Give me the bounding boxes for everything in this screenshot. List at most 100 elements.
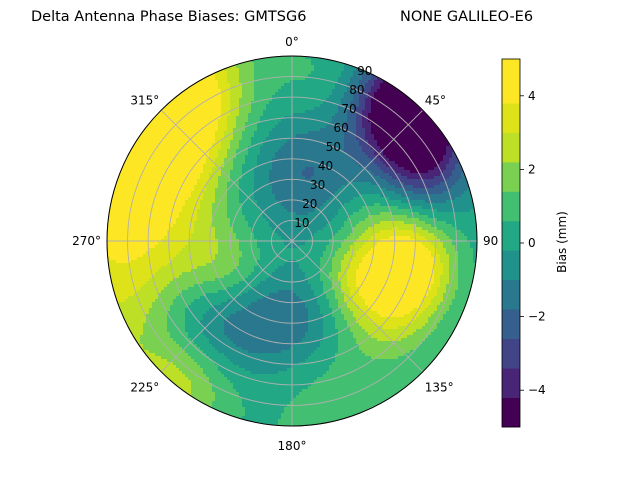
contour-cell [374, 176, 378, 180]
contour-cell [185, 158, 189, 162]
contour-cell [218, 194, 222, 198]
contour-cell [212, 188, 216, 192]
contour-cell [353, 185, 357, 189]
contour-cell [347, 98, 351, 102]
contour-cell [191, 119, 195, 123]
contour-cell [287, 65, 291, 69]
contour-cell [299, 86, 303, 90]
contour-cell [422, 194, 426, 198]
contour-cell [320, 68, 324, 72]
contour-cell [245, 92, 249, 96]
contour-cell [230, 143, 234, 147]
contour-cell [401, 191, 405, 195]
contour-cell [428, 173, 432, 177]
contour-cell [203, 119, 207, 123]
contour-cell [326, 62, 330, 66]
contour-cell [248, 86, 252, 90]
contour-cell [323, 122, 327, 126]
contour-cell [173, 161, 177, 165]
contour-cell [320, 131, 324, 135]
contour-cell [227, 107, 231, 111]
contour-cell [326, 65, 330, 69]
contour-cell [326, 104, 330, 108]
contour-cell [158, 191, 162, 195]
contour-cell [413, 200, 417, 204]
contour-cell [272, 56, 276, 60]
contour-cell [356, 107, 360, 111]
contour-cell [128, 191, 132, 195]
contour-cell [407, 134, 411, 138]
contour-cell [407, 140, 411, 144]
contour-cell [203, 122, 207, 126]
contour-cell [239, 74, 243, 78]
contour-cell [278, 188, 282, 192]
contour-cell [134, 146, 138, 150]
contour-cell [284, 203, 288, 207]
contour-cell [317, 167, 321, 171]
contour-cell [302, 89, 306, 93]
contour-cell [422, 167, 426, 171]
contour-cell [308, 113, 312, 117]
contour-cell [326, 101, 330, 105]
contour-cell [266, 125, 270, 129]
contour-cell [269, 110, 273, 114]
contour-cell [116, 197, 120, 201]
contour-cell [176, 209, 180, 213]
contour-cell [203, 92, 207, 96]
contour-cell [428, 170, 432, 174]
contour-cell [374, 116, 378, 120]
contour-cell [299, 146, 303, 150]
contour-cell [368, 134, 372, 138]
contour-cell [197, 164, 201, 168]
contour-cell [182, 197, 186, 201]
contour-cell [209, 77, 213, 81]
contour-cell [158, 197, 162, 201]
contour-cell [278, 83, 282, 87]
contour-cell [383, 143, 387, 147]
contour-cell [461, 188, 465, 192]
contour-cell [149, 158, 153, 162]
contour-cell [203, 209, 207, 213]
contour-cell [338, 83, 342, 87]
contour-cell [377, 191, 381, 195]
contour-cell [245, 131, 249, 135]
contour-cell [284, 185, 288, 189]
contour-cell [440, 188, 444, 192]
contour-cell [377, 125, 381, 129]
contour-cell [218, 176, 222, 180]
contour-cell [305, 188, 309, 192]
contour-cell [149, 209, 153, 213]
contour-cell [350, 197, 354, 201]
contour-cell [161, 206, 165, 210]
contour-cell [314, 65, 318, 69]
contour-cell [161, 119, 165, 123]
contour-cell [398, 176, 402, 180]
contour-cell [413, 119, 417, 123]
contour-cell [284, 77, 288, 81]
contour-cell [167, 134, 171, 138]
contour-cell [206, 179, 210, 183]
contour-cell [269, 116, 273, 120]
contour-cell [194, 98, 198, 102]
contour-cell [146, 170, 150, 174]
contour-cell [224, 188, 228, 192]
contour-cell [416, 182, 420, 186]
contour-cell [416, 107, 420, 111]
contour-cell [245, 128, 249, 132]
contour-cell [425, 173, 429, 177]
contour-cell [371, 182, 375, 186]
contour-cell [374, 170, 378, 174]
contour-cell [245, 155, 249, 159]
contour-cell [203, 143, 207, 147]
contour-cell [359, 161, 363, 165]
contour-cell [167, 170, 171, 174]
contour-cell [407, 146, 411, 150]
contour-cell [281, 200, 285, 204]
contour-cell [329, 176, 333, 180]
contour-cell [320, 137, 324, 141]
contour-cell [197, 98, 201, 102]
contour-cell [260, 143, 264, 147]
contour-cell [398, 113, 402, 117]
contour-cell [197, 101, 201, 105]
contour-cell [404, 116, 408, 120]
